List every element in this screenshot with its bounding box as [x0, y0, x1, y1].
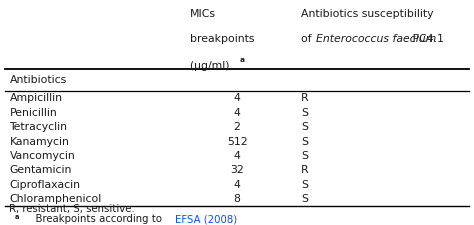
Text: Kanamycin: Kanamycin — [9, 137, 69, 146]
Text: Enterococcus faecium: Enterococcus faecium — [316, 34, 437, 44]
Text: Penicillin: Penicillin — [9, 108, 57, 118]
Text: MICs: MICs — [190, 9, 216, 19]
Text: S: S — [301, 108, 308, 118]
Text: R, resistant; S, sensitive.: R, resistant; S, sensitive. — [9, 204, 135, 214]
Text: a: a — [15, 214, 19, 220]
Text: of: of — [301, 34, 315, 44]
Text: 4: 4 — [234, 180, 240, 190]
Text: 4: 4 — [234, 151, 240, 161]
Text: Tetracyclin: Tetracyclin — [9, 122, 67, 132]
Text: Gentamicin: Gentamicin — [9, 165, 72, 175]
Text: 8: 8 — [234, 194, 240, 204]
Text: Chloramphenicol: Chloramphenicol — [9, 194, 102, 204]
Text: 32: 32 — [230, 165, 244, 175]
Text: S: S — [301, 122, 308, 132]
Text: a: a — [240, 57, 245, 63]
Text: Antibiotics susceptibility: Antibiotics susceptibility — [301, 9, 434, 19]
Text: Breakpoints according to: Breakpoints according to — [29, 214, 165, 224]
Text: 512: 512 — [227, 137, 247, 146]
Text: Ciproflaxacin: Ciproflaxacin — [9, 180, 81, 190]
Text: Antibiotics: Antibiotics — [9, 75, 67, 85]
Text: S: S — [301, 194, 308, 204]
Text: breakpoints: breakpoints — [190, 34, 254, 44]
Text: EFSA (2008): EFSA (2008) — [175, 214, 237, 224]
Text: 4: 4 — [234, 93, 240, 103]
Text: S: S — [301, 180, 308, 190]
Text: S: S — [301, 137, 308, 146]
Text: Ampicillin: Ampicillin — [9, 93, 63, 103]
Text: PC4.1: PC4.1 — [409, 34, 444, 44]
Text: .: . — [230, 214, 233, 224]
Text: Vancomycin: Vancomycin — [9, 151, 75, 161]
Text: (μg/ml): (μg/ml) — [190, 61, 233, 71]
Text: S: S — [301, 151, 308, 161]
Text: R: R — [301, 93, 309, 103]
Text: R: R — [301, 165, 309, 175]
Text: 4: 4 — [234, 108, 240, 118]
Text: 2: 2 — [234, 122, 240, 132]
